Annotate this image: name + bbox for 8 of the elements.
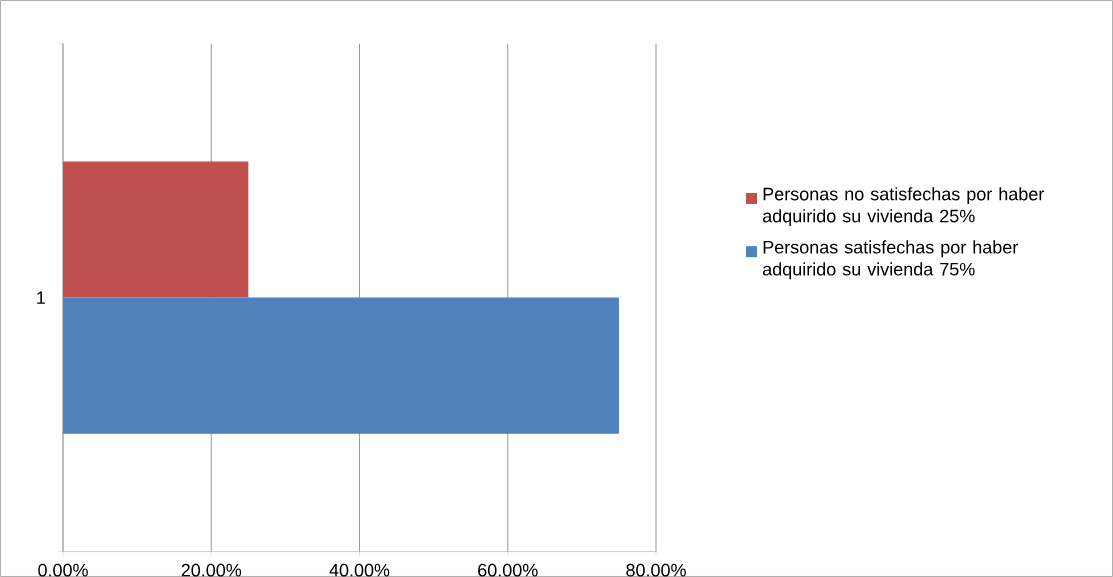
- x-tick-label: 0.00%: [38, 563, 88, 577]
- x-tick-label: 20.00%: [181, 563, 242, 577]
- legend-label: Personas satisfechas por haber adquirido su vivienda 75%: [762, 240, 1018, 280]
- x-tick-label: 40.00%: [329, 563, 390, 577]
- x-tick-label: 80.00%: [626, 563, 686, 577]
- x-tick-label: 60.00%: [478, 563, 538, 577]
- legend-label: Personas no satisfechas por haber adquirido su vivienda 25%: [762, 187, 1045, 226]
- y-tick-label: 1: [37, 291, 45, 304]
